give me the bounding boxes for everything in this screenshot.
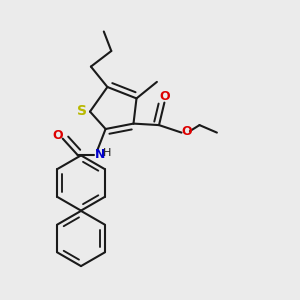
Text: N: N [94,148,105,161]
Text: H: H [103,148,111,158]
Text: O: O [52,128,63,142]
Text: O: O [182,125,192,138]
Text: S: S [76,104,87,118]
Text: O: O [159,89,170,103]
